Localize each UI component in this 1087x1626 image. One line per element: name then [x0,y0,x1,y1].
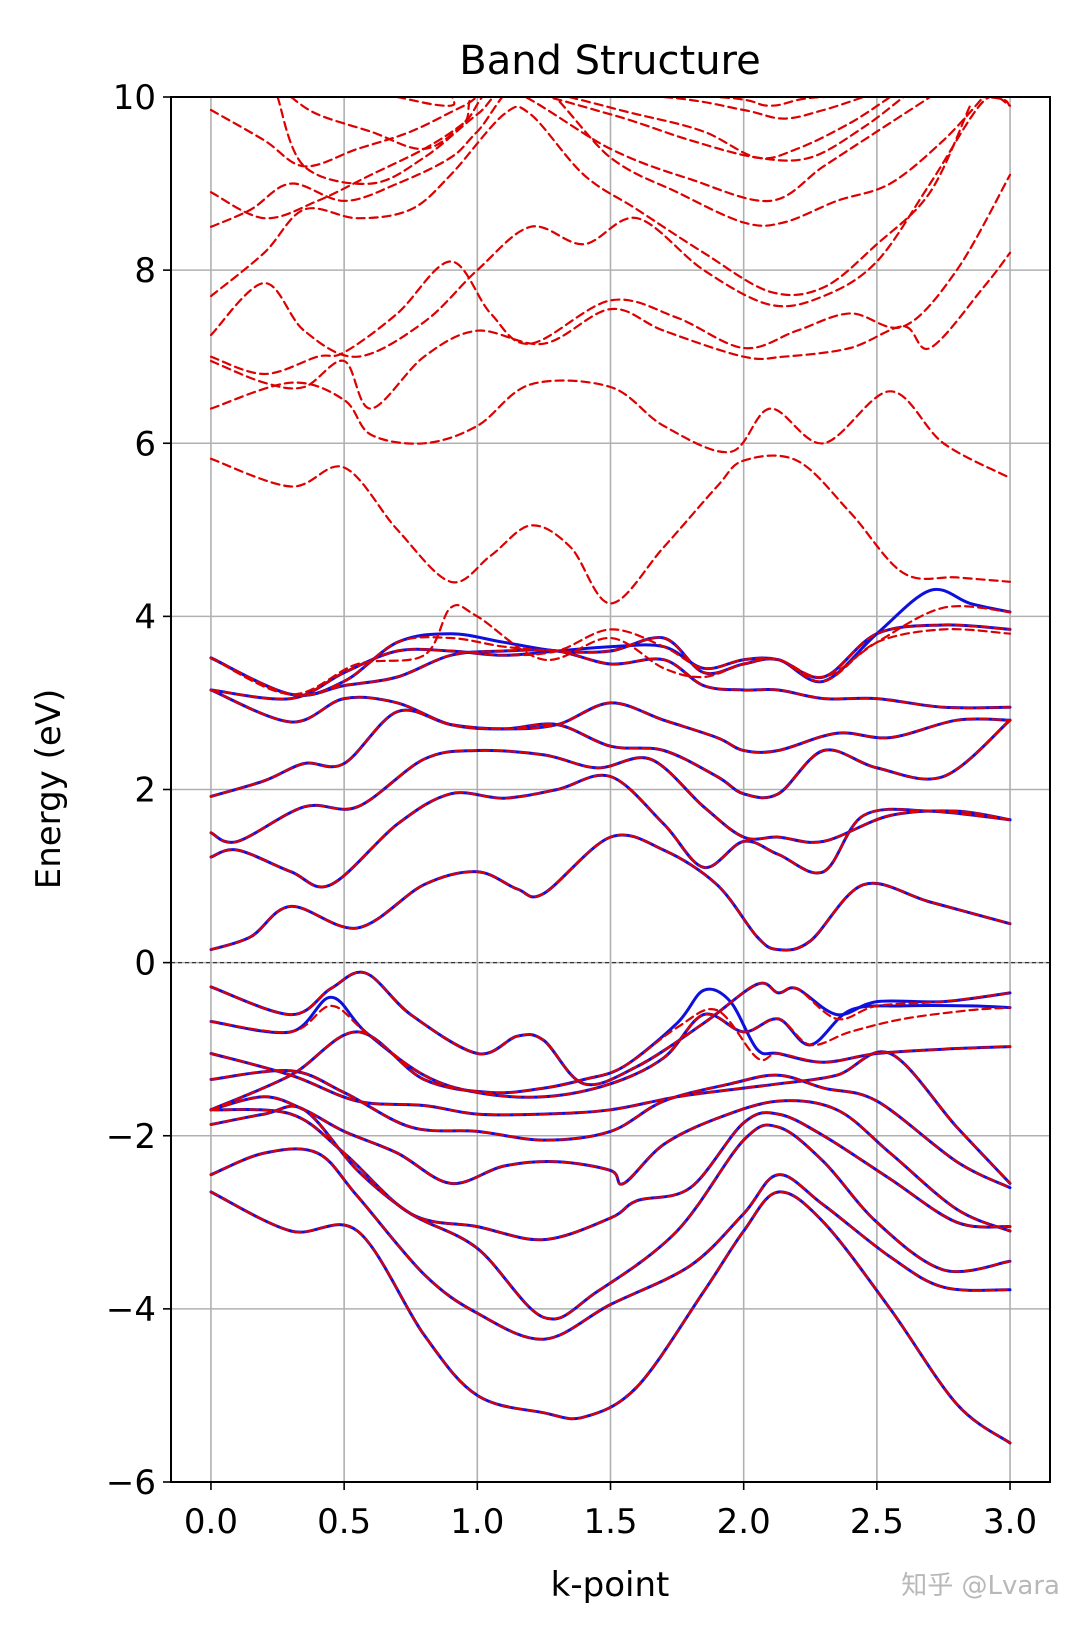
reference-band-24 [209,104,972,298]
x-tick-label: 2.0 [717,1502,771,1542]
x-tick-label: 2.5 [850,1502,904,1542]
y-tick-label: −6 [106,1463,156,1503]
y-tick-label: −2 [106,1117,156,1157]
reference-band-14 [209,688,1012,754]
axis-ticks: 0.0 0.5 1.0 1.5 2.0 2.5 3.0 −6 −4 −2 0 2 4 6 8 10 [106,78,1037,1542]
x-axis-label: k-point [551,1565,670,1605]
y-tick-label: 0 [134,944,156,984]
reference-band-18 [209,603,1012,696]
y-tick-label: −4 [106,1290,156,1330]
reference-band-20 [209,379,1012,479]
reference-band-0 [209,1190,1012,1445]
grid-lines [171,96,1050,1483]
plot-frame [170,96,1051,1483]
y-tick-label: 2 [134,771,156,811]
reference-band-15 [209,648,1012,710]
reference-band-28 [276,97,892,185]
reference-band-5 [209,1069,1012,1189]
reference-band-16 [209,628,1012,697]
reference-band-2 [209,1105,1012,1321]
reference-band-3 [209,1108,1012,1241]
x-tick-label: 1.0 [450,1502,504,1542]
reference-band-11 [209,774,1012,888]
y-tick-label: 10 [113,78,156,118]
reference-band-27 [209,97,905,168]
x-tick-label: 0.5 [317,1502,371,1542]
reference-band-17 [209,623,1012,701]
watermark: 知乎 @Lvara [901,1571,1060,1601]
x-tick-label: 3.0 [983,1502,1037,1542]
reference-band-4 [209,1095,1012,1233]
y-tick-label: 6 [134,424,156,464]
reference-band-21 [209,251,1012,410]
reference-band-13 [209,709,1012,799]
bands [209,97,1012,1445]
reference-band-7 [209,1008,1012,1111]
reference-band-25 [209,97,985,228]
reference-band-8 [209,1004,1012,1099]
y-tick-label: 4 [134,597,156,637]
chart-title: Band Structure [459,38,760,84]
y-axis-label: Energy (eV) [29,689,69,890]
x-tick-label: 1.5 [583,1502,637,1542]
reference-band-19 [209,454,1012,605]
reference-band-22 [209,173,1012,376]
reference-band-6 [209,1050,1012,1185]
reference-band-23 [209,97,1012,358]
y-tick-label: 8 [134,251,156,291]
reference-band-10 [209,833,1012,952]
reference-band-1 [209,1147,1012,1341]
reference-band-9 [209,971,1012,1086]
x-tick-label: 0.0 [184,1502,238,1542]
reference-band-29 [289,97,865,151]
reference-band-12 [209,749,1012,844]
